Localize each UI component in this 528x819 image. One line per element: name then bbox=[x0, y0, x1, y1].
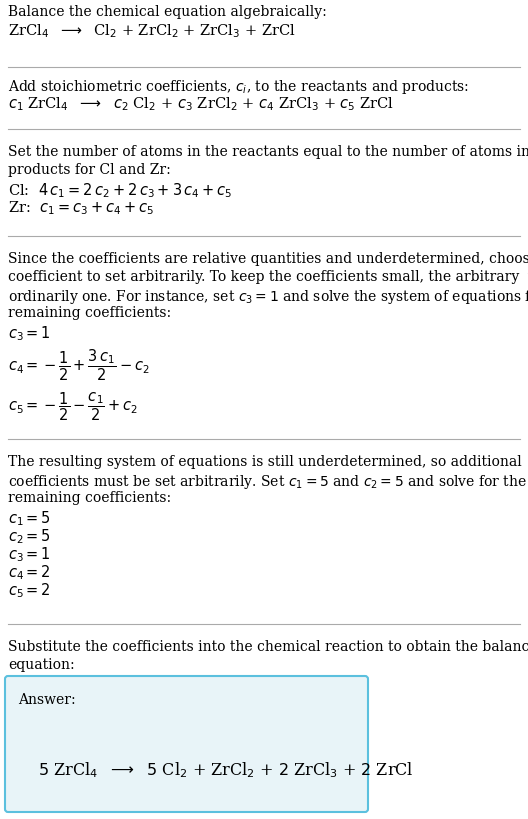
Text: Since the coefficients are relative quantities and underdetermined, choose a: Since the coefficients are relative quan… bbox=[8, 251, 528, 265]
Text: Set the number of atoms in the reactants equal to the number of atoms in the: Set the number of atoms in the reactants… bbox=[8, 145, 528, 159]
Text: products for Cl and Zr:: products for Cl and Zr: bbox=[8, 163, 171, 177]
FancyBboxPatch shape bbox=[5, 676, 368, 812]
Text: Balance the chemical equation algebraically:: Balance the chemical equation algebraica… bbox=[8, 5, 327, 19]
Text: remaining coefficients:: remaining coefficients: bbox=[8, 305, 171, 319]
Text: $c_5 = -\dfrac{1}{2} - \dfrac{c_1}{2} + c_2$: $c_5 = -\dfrac{1}{2} - \dfrac{c_1}{2} + … bbox=[8, 390, 138, 422]
Text: $c_2 = 5$: $c_2 = 5$ bbox=[8, 527, 51, 545]
Text: Answer:: Answer: bbox=[18, 692, 76, 706]
Text: $c_4 = -\dfrac{1}{2} + \dfrac{3\,c_1}{2} - c_2$: $c_4 = -\dfrac{1}{2} + \dfrac{3\,c_1}{2}… bbox=[8, 347, 150, 382]
Text: Zr:  $c_1 = c_3 + c_4 + c_5$: Zr: $c_1 = c_3 + c_4 + c_5$ bbox=[8, 199, 154, 216]
Text: $c_1 = 5$: $c_1 = 5$ bbox=[8, 509, 51, 527]
Text: Cl:  $4\,c_1 = 2\,c_2 + 2\,c_3 + 3\,c_4 + c_5$: Cl: $4\,c_1 = 2\,c_2 + 2\,c_3 + 3\,c_4 +… bbox=[8, 181, 232, 200]
Text: $c_4 = 2$: $c_4 = 2$ bbox=[8, 563, 51, 581]
Text: $5$ ZrCl$_4$  $\longrightarrow$  $5$ Cl$_2$ + ZrCl$_2$ + $2$ ZrCl$_3$ + $2$ ZrCl: $5$ ZrCl$_4$ $\longrightarrow$ $5$ Cl$_2… bbox=[38, 759, 414, 779]
Text: $c_3 = 1$: $c_3 = 1$ bbox=[8, 545, 51, 563]
Text: coefficient to set arbitrarily. To keep the coefficients small, the arbitrary  v: coefficient to set arbitrarily. To keep … bbox=[8, 269, 528, 283]
Text: coefficients must be set arbitrarily. Set $c_1 = 5$ and $c_2 = 5$ and solve for : coefficients must be set arbitrarily. Se… bbox=[8, 473, 527, 491]
Text: $c_1$ ZrCl$_4$  $\longrightarrow$  $c_2$ Cl$_2$ + $c_3$ ZrCl$_2$ + $c_4$ ZrCl$_3: $c_1$ ZrCl$_4$ $\longrightarrow$ $c_2$ C… bbox=[8, 95, 394, 112]
Text: ZrCl$_4$  $\longrightarrow$  Cl$_2$ + ZrCl$_2$ + ZrCl$_3$ + ZrCl: ZrCl$_4$ $\longrightarrow$ Cl$_2$ + ZrCl… bbox=[8, 22, 296, 39]
Text: remaining coefficients:: remaining coefficients: bbox=[8, 491, 171, 505]
Text: equation:: equation: bbox=[8, 657, 74, 672]
Text: The resulting system of equations is still underdetermined, so additional: The resulting system of equations is sti… bbox=[8, 455, 522, 468]
Text: $c_5 = 2$: $c_5 = 2$ bbox=[8, 581, 51, 599]
Text: Substitute the coefficients into the chemical reaction to obtain the balanced: Substitute the coefficients into the che… bbox=[8, 639, 528, 654]
Text: Add stoichiometric coefficients, $c_i$, to the reactants and products:: Add stoichiometric coefficients, $c_i$, … bbox=[8, 78, 469, 96]
Text: ordinarily one. For instance, set $c_3 = 1$ and solve the system of equations fo: ordinarily one. For instance, set $c_3 =… bbox=[8, 287, 528, 305]
Text: $c_3 = 1$: $c_3 = 1$ bbox=[8, 324, 51, 342]
